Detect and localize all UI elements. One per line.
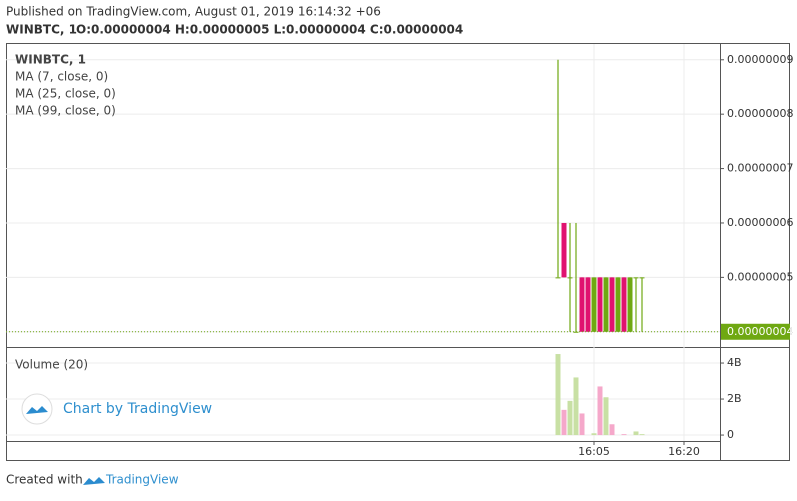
last-price-tag (721, 323, 790, 340)
candle-body (585, 277, 591, 332)
y-tick-label: 0.00000007 (727, 162, 793, 175)
indicator-legend: MA (99, close, 0) (15, 104, 116, 118)
watermark-logo (21, 393, 53, 425)
y-tick-label: 2B (727, 392, 742, 405)
volume-bar (567, 400, 573, 436)
footer-logo (83, 477, 105, 485)
volume-bar (555, 354, 561, 436)
volume-bar (603, 397, 609, 436)
volume-bar (633, 431, 639, 436)
indicator-legend: MA (7, close, 0) (15, 70, 108, 84)
volume-bar (597, 386, 603, 436)
volume-bar (573, 377, 579, 436)
volume-bar (561, 409, 567, 436)
volume-legend: Volume (20) (15, 358, 88, 372)
frame (6, 43, 790, 461)
ohlc-summary: O:0.00000004 H:0.00000005 L:0.00000004 C… (76, 23, 463, 37)
candle-body (561, 222, 567, 278)
candle-body (615, 277, 621, 332)
x-tick-label: 16:20 (668, 445, 700, 458)
y-tick-label: 0.00000005 (727, 270, 793, 283)
volume-bar (579, 413, 585, 436)
legend-symbol: WINBTC, 1 (15, 53, 86, 67)
watermark-text: Chart by TradingView (63, 401, 212, 417)
last-price-label: 0.00000004 (727, 325, 793, 338)
volume-bar (591, 433, 597, 436)
candle-body (621, 277, 627, 332)
candle-body (555, 277, 561, 279)
candle-body (579, 277, 585, 332)
y-tick-label: 0.00000006 (727, 216, 793, 229)
volume-bar (639, 434, 645, 436)
volume-bar (621, 434, 627, 436)
y-tick-label: 0.00000009 (727, 53, 793, 66)
y-tick-label: 0 (727, 428, 734, 441)
candle-body (591, 277, 597, 332)
candle-body (609, 277, 615, 332)
candle-body (633, 277, 639, 279)
footer-brand: TradingView (105, 473, 179, 487)
candle-body (639, 277, 645, 279)
footer-prefix: Created with (6, 473, 83, 487)
marks (555, 59, 645, 436)
symbol: WINBTC, 1 (6, 23, 77, 37)
y-tick-label: 0.00000008 (727, 107, 793, 120)
y-tick-label: 4B (727, 356, 742, 369)
published-note: Published on TradingView.com, August 01,… (6, 5, 381, 19)
volume-bar (609, 424, 615, 436)
candle-body (627, 277, 633, 332)
candle-body (567, 277, 573, 279)
candle-body (597, 277, 603, 332)
indicator-legend: MA (25, close, 0) (15, 87, 116, 101)
candle-body (603, 277, 609, 332)
x-tick-label: 16:05 (578, 445, 610, 458)
